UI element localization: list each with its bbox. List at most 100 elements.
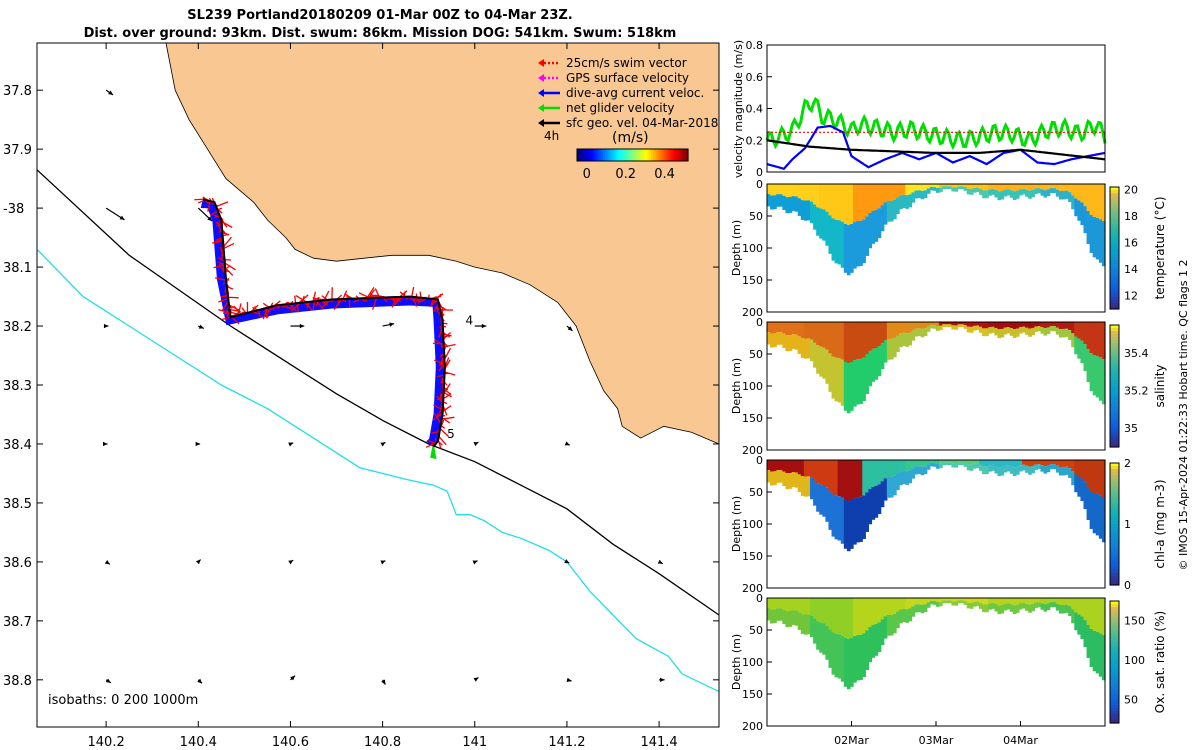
section-y-tick-label: 100 [742, 380, 763, 393]
legend-entry: sfc geo. vel. 04-Mar-2018 [538, 116, 718, 130]
section-y-tick-label: 0 [756, 316, 763, 329]
section-y-tick-label: 150 [742, 274, 763, 287]
colorbar-tick-label: 35 [1124, 422, 1138, 435]
isobaths-label: isobaths: 0 200 1000m [48, 693, 198, 708]
geo-velocity-arrow [565, 441, 570, 445]
velocity-y-tick-label: 0.8 [746, 39, 764, 52]
legend-label: GPS surface velocity [566, 71, 689, 85]
geo-velocity-head [197, 679, 202, 684]
net-glider-velocity-mark [431, 447, 435, 458]
geo-velocity-arrow [380, 560, 385, 564]
geo-velocity-arrow [473, 677, 478, 681]
colorbar-label: salinity [1153, 364, 1167, 407]
geo-velocity-arrow [383, 322, 395, 326]
section-y-tick-label: 150 [742, 412, 763, 425]
section-y-tick-label: 50 [749, 348, 763, 361]
colorbar-tick-label: 100 [1124, 654, 1145, 667]
geo-velocity-head [380, 560, 385, 564]
geo-velocity-head [104, 324, 109, 328]
map-y-tick-label: 38.7 [3, 615, 32, 630]
geo-velocity-head [105, 560, 110, 564]
geo-velocity-arrow [106, 208, 124, 220]
section-y-axis-label: Depth (m) [730, 358, 743, 414]
geo-velocity-arrow [106, 679, 111, 683]
section-colorbar: 012chl-a (mg m-3) [1110, 457, 1167, 592]
map-y-tick-label: -38 [3, 202, 24, 217]
figure-canvas: 4537.837.9-3838.138.238.338.438.538.638.… [0, 0, 1200, 750]
colorbar-tick-label: 16 [1124, 237, 1138, 250]
colorbar-tick-label: 18 [1124, 210, 1138, 223]
geo-velocity-arrow [198, 325, 204, 329]
legend-label: net glider velocity [566, 101, 674, 115]
section-panel: 050100150200Depth (m)3535.235.4salinity [730, 316, 1167, 457]
geo-velocity-head [473, 560, 478, 564]
time-tick-label: 03Mar [919, 734, 954, 747]
section-colorbar: 1214161820temperature (°C) [1110, 184, 1167, 310]
geo-velocity-arrow [104, 324, 109, 328]
legend-label: 25cm/s swim vector [566, 56, 687, 70]
colorbar-tick-label: 35.2 [1124, 385, 1149, 398]
section-panel: 050100150200Depth (m)012chl-a (mg m-3) [730, 454, 1167, 595]
colorbar-label: Ox. sat. ratio (%) [1153, 611, 1167, 713]
geo-velocity-arrow [380, 442, 385, 446]
legend-label: sfc geo. vel. 04-Mar-2018 [566, 116, 718, 130]
map-y-tick-label: 38.1 [3, 261, 32, 276]
map-x-tick-label: 141.2 [548, 735, 585, 750]
map-x-tick-label: 140.8 [364, 735, 401, 750]
swim-vector [194, 199, 203, 200]
map-x-tick-label: 140.4 [180, 735, 217, 750]
colorbar-tick-label: 0.2 [615, 167, 636, 182]
velocity-series-line [767, 140, 1105, 159]
swim-vector [442, 417, 455, 419]
time-tick-label: 02Mar [834, 734, 869, 747]
geo-velocity-head [288, 443, 293, 447]
section-y-tick-label: 50 [749, 624, 763, 637]
geo-velocity-arrow [473, 560, 478, 564]
colorbar-label: temperature (°C) [1153, 197, 1167, 300]
legend-label: dive-avg current veloc. [566, 86, 704, 100]
map-x-tick-label: 141 [462, 735, 487, 750]
geo-velocity-arrow [659, 678, 665, 682]
velocity-y-tick-label: 0.2 [746, 134, 764, 147]
section-y-tick-label: 0 [756, 454, 763, 467]
map-y-tick-label: 38.8 [3, 674, 32, 689]
colorbar-tick-label: 1 [1124, 518, 1131, 531]
section-y-tick-label: 150 [742, 550, 763, 563]
colorbar-tick-label: 0 [1124, 579, 1131, 592]
map-y-tick-label: 37.8 [3, 84, 32, 99]
geo-velocity-head [660, 678, 665, 682]
swim-vector [216, 202, 228, 207]
colorbar-tick-label: 2 [1124, 457, 1131, 470]
geo-velocity-arrow [103, 442, 108, 446]
map-y-tick-label: 37.9 [3, 143, 32, 158]
section-panel: 0 50 100 150 200 Depth (m) 50 100 150 Ox. sat. ra… [730, 592, 1167, 733]
map-y-tick-label: 38.4 [3, 438, 32, 453]
geo-velocity-arrow [475, 324, 487, 328]
geo-velocity-head [288, 560, 293, 564]
geo-velocity-head [103, 442, 108, 446]
section-y-tick-label: 0 [756, 592, 763, 605]
velocity-y-tick-label: 0.4 [746, 103, 764, 116]
geo-velocity-arrow [196, 560, 201, 565]
geo-velocity-head [196, 442, 201, 446]
geo-velocity-head [473, 677, 478, 681]
section-colorbar: 35 35.2 35.4 salinity [1110, 325, 1167, 448]
colorbar-tick-label: 35.4 [1124, 347, 1149, 360]
geo-velocity-head [196, 560, 201, 565]
section-y-tick-label: 0 [756, 178, 763, 191]
geo-velocity-arrow [473, 442, 478, 446]
colorbar-tick-label: 0.4 [654, 167, 675, 182]
section-panel: 0 50 100 150 200 Depth (m) 12 14 16 18 20 temperatu… [730, 178, 1167, 319]
geo-velocity-arrow [288, 443, 293, 447]
geo-velocity-head [658, 560, 663, 564]
section-y-tick-label: 50 [749, 210, 763, 223]
map-y-tick-label: 38.3 [3, 379, 32, 394]
section-y-axis-label: Depth (m) [730, 220, 743, 276]
geo-velocity-arrow [196, 442, 201, 446]
map-x-tick-label: 141.4 [640, 735, 677, 750]
track-day-label: 4 [466, 313, 474, 327]
velocity-y-axis-label: velocity magnitude (m/s) [732, 40, 745, 178]
swim-vector [295, 296, 296, 304]
geo-velocity-head [565, 441, 570, 445]
